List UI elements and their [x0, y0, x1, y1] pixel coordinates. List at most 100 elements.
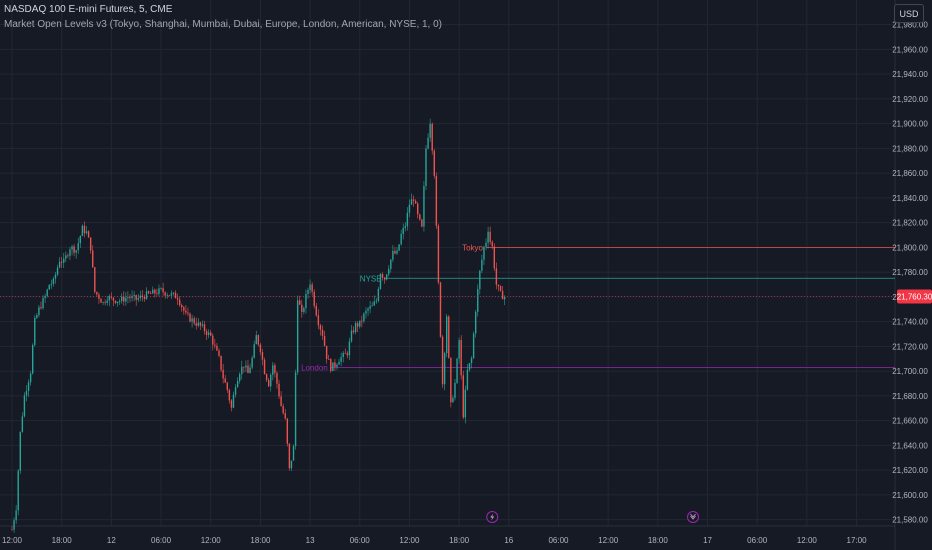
candle-body — [54, 274, 57, 279]
candle-body — [454, 382, 456, 398]
candle-body — [344, 352, 346, 354]
price-tick-label: 21,940.00 — [892, 70, 928, 79]
candle-body — [257, 335, 260, 345]
candle-body — [143, 296, 146, 299]
current-price-label: 21,760.30 — [897, 292, 932, 301]
candle-body — [38, 307, 40, 316]
candle-body — [278, 383, 280, 397]
candle-body — [67, 255, 69, 257]
candle-body — [412, 199, 415, 201]
candle-body — [340, 357, 342, 362]
candle-body — [226, 382, 228, 390]
candle-body — [29, 373, 32, 383]
candle-body — [334, 362, 336, 367]
candle-body — [472, 333, 475, 359]
candle-body — [44, 296, 46, 299]
candle-body — [129, 297, 131, 299]
candle-body — [56, 267, 59, 275]
price-axis[interactable]: 21,980.00 21,960.00 21,940.00 21,920.00 21,9… — [892, 21, 928, 525]
price-tick-label: 21,960.00 — [892, 45, 928, 54]
candle-body — [112, 297, 115, 301]
candle-body — [100, 298, 102, 303]
candle-body — [13, 520, 15, 530]
price-tick-label: 21,800.00 — [892, 243, 928, 252]
candle-body — [359, 320, 361, 327]
candle-body — [429, 123, 431, 138]
candle-body — [181, 304, 183, 308]
candle-body — [315, 306, 317, 316]
candle-body — [205, 331, 208, 335]
candle-body — [439, 282, 442, 337]
candle-body — [270, 374, 272, 387]
time-tick-label: 12:00 — [399, 536, 420, 545]
price-tick-label: 21,980.00 — [892, 21, 928, 30]
candle-body — [203, 324, 206, 332]
candle-body — [468, 363, 471, 370]
candle-body — [346, 353, 349, 356]
candle-body — [435, 175, 438, 226]
price-tick-label: 21,900.00 — [892, 120, 928, 129]
candle-body — [118, 301, 121, 302]
indicator-legend[interactable]: Market Open Levels v3 (Tokyo, Shanghai, … — [4, 19, 443, 30]
time-tick-label: 18:00 — [449, 536, 470, 545]
candle-body — [34, 317, 36, 346]
candle-body — [388, 268, 390, 275]
candle-body — [110, 296, 113, 298]
price-tick-label: 21,860.00 — [892, 169, 928, 178]
time-axis[interactable]: 12:00 18:00 12 06:00 12:00 18:00 13 06:00 12:00 1… — [2, 536, 867, 545]
time-tick-label: 06:00 — [151, 536, 172, 545]
candle-body — [501, 290, 504, 300]
price-tick-label: 21,840.00 — [892, 194, 928, 203]
candle-body — [234, 387, 237, 395]
candle-body — [462, 375, 464, 418]
symbol-title[interactable]: NASDAQ 100 E-mini Futures, 5, CME — [4, 4, 173, 15]
currency-button[interactable]: USD — [894, 4, 924, 23]
candle-body — [106, 300, 108, 303]
candle-body — [139, 295, 142, 298]
price-tick-label: 21,780.00 — [892, 268, 928, 277]
candle-body — [495, 268, 498, 285]
candle-body — [60, 261, 63, 263]
candle-body — [212, 335, 214, 345]
candle-body — [336, 364, 338, 367]
candle-body — [27, 382, 30, 391]
candle-body — [361, 320, 363, 322]
candle-body — [224, 378, 226, 383]
candle-body — [243, 366, 245, 368]
candle-body — [172, 292, 175, 294]
candle-body — [348, 341, 351, 356]
candle-body — [92, 250, 94, 268]
candle-body — [307, 290, 309, 294]
candle-body — [421, 219, 423, 227]
candle-body — [133, 295, 135, 296]
candle-body — [125, 297, 127, 302]
candle-body — [385, 274, 388, 280]
candle-body — [448, 316, 450, 358]
candle-body — [470, 358, 473, 364]
candle-body — [460, 340, 462, 376]
candle-body — [456, 358, 458, 383]
candle-body — [313, 291, 315, 307]
time-tick-label: 17:00 — [847, 536, 868, 545]
candle-body — [466, 369, 469, 390]
candle-body — [491, 241, 493, 247]
candle-body — [127, 297, 129, 298]
candle-body — [404, 226, 406, 228]
candle-body — [479, 270, 481, 290]
current-price-tag: 21,760.30 — [897, 289, 932, 304]
candle-body — [236, 380, 239, 388]
candle-body — [443, 353, 446, 385]
candle-body — [330, 359, 332, 371]
candle-body — [286, 418, 289, 444]
candle-body — [290, 460, 293, 469]
candle-body — [141, 295, 144, 297]
candle-body — [474, 311, 477, 334]
level-label-tokyo: Tokyo — [462, 243, 483, 252]
candle-body — [489, 231, 491, 242]
candle-body — [259, 344, 262, 353]
candle-body — [65, 255, 67, 259]
candle-body — [201, 324, 204, 326]
candle-body — [207, 332, 210, 335]
candle-body — [294, 372, 297, 447]
